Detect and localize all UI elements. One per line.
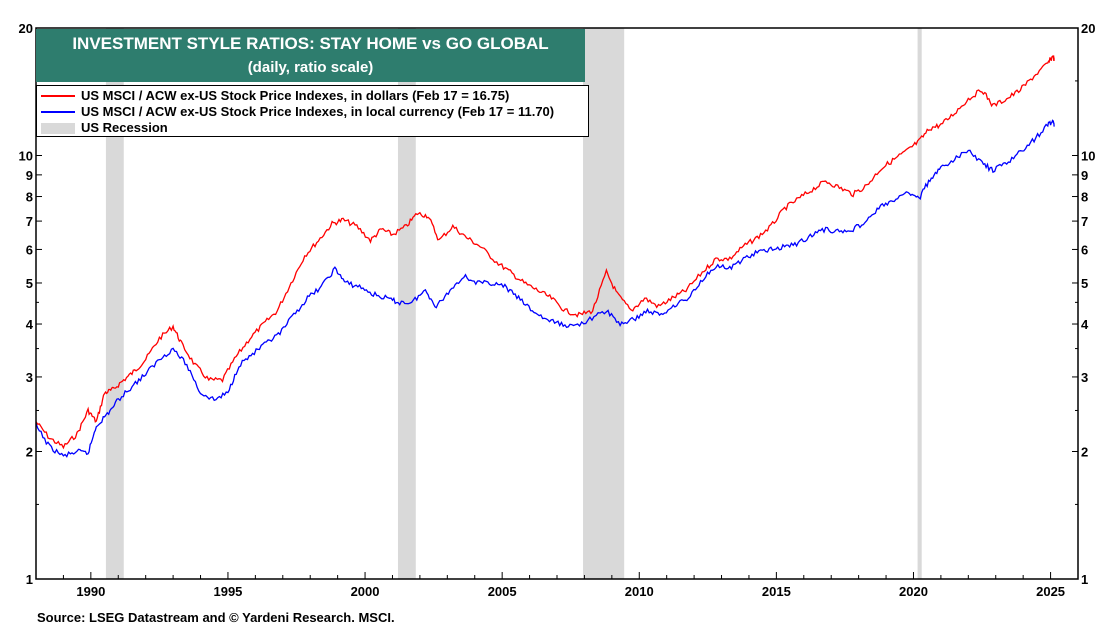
chart-title-box: INVESTMENT STYLE RATIOS: STAY HOME vs GO… — [36, 29, 585, 82]
legend-swatch-red — [41, 95, 75, 97]
x-tick-label: 1995 — [213, 584, 242, 599]
chart-subtitle: (daily, ratio scale) — [247, 59, 374, 76]
x-tick-label: 1990 — [76, 584, 105, 599]
y-tick-label-left: 9 — [26, 168, 33, 183]
y-axis: 1 1 2 2 3 3 4 4 5 5 6 6 7 7 8 8 9 9 10 10 20 20 — [19, 21, 1096, 587]
chart-title: INVESTMENT STYLE RATIOS: STAY HOME vs GO… — [72, 34, 549, 53]
x-tick-label: 2020 — [899, 584, 928, 599]
x-tick-label: 2005 — [488, 584, 517, 599]
y-tick-label-right: 10 — [1081, 148, 1095, 163]
y-tick-label-right: 3 — [1081, 370, 1088, 385]
series-lines — [35, 55, 1055, 458]
recession-band-2 — [583, 28, 625, 579]
y-tick-label-right: 20 — [1081, 21, 1095, 36]
legend-swatch-blue — [41, 111, 75, 113]
y-tick-label-right: 6 — [1081, 242, 1088, 257]
y-tick-label-left: 2 — [26, 445, 33, 460]
recession-band-3 — [917, 28, 922, 579]
x-tick-label: 2015 — [762, 584, 791, 599]
legend-item-local: US MSCI / ACW ex-US Stock Price Indexes,… — [41, 104, 584, 120]
legend-label-dollars: US MSCI / ACW ex-US Stock Price Indexes,… — [81, 88, 510, 103]
recession-band-0 — [105, 28, 124, 579]
legend-item-dollars: US MSCI / ACW ex-US Stock Price Indexes,… — [41, 88, 584, 104]
y-tick-label-left: 20 — [19, 21, 33, 36]
y-tick-label-left: 8 — [26, 190, 33, 205]
y-tick-label-right: 2 — [1081, 445, 1088, 460]
source-note: Source: LSEG Datastream and © Yardeni Re… — [37, 610, 395, 625]
y-tick-label-left: 6 — [26, 242, 33, 257]
y-tick-label-left: 7 — [26, 214, 33, 229]
series-line-1 — [35, 119, 1055, 458]
y-tick-label-left: 3 — [26, 370, 33, 385]
y-tick-label-right: 8 — [1081, 190, 1088, 205]
legend: US MSCI / ACW ex-US Stock Price Indexes,… — [36, 85, 589, 137]
x-tick-label: 2010 — [625, 584, 654, 599]
y-tick-label-left: 10 — [19, 148, 33, 163]
y-tick-label-right: 4 — [1081, 317, 1089, 332]
x-axis: 1990 1995 2000 2005 2010 2015 2020 2025 — [35, 572, 1079, 599]
legend-label-recession: US Recession — [81, 120, 168, 135]
y-tick-label-right: 9 — [1081, 168, 1088, 183]
y-tick-label-right: 5 — [1081, 276, 1088, 291]
legend-label-local: US MSCI / ACW ex-US Stock Price Indexes,… — [81, 104, 555, 119]
y-tick-label-right: 1 — [1081, 572, 1088, 587]
y-tick-label-right: 7 — [1081, 214, 1088, 229]
series-line-0 — [35, 55, 1055, 450]
legend-swatch-recession — [41, 122, 75, 134]
recession-bands — [105, 28, 922, 579]
x-tick-label: 2000 — [351, 584, 380, 599]
x-tick-label: 2025 — [1036, 584, 1065, 599]
legend-item-recession: US Recession — [41, 120, 584, 136]
y-tick-label-left: 1 — [26, 572, 33, 587]
y-tick-label-left: 4 — [26, 317, 34, 332]
y-tick-label-left: 5 — [26, 276, 33, 291]
